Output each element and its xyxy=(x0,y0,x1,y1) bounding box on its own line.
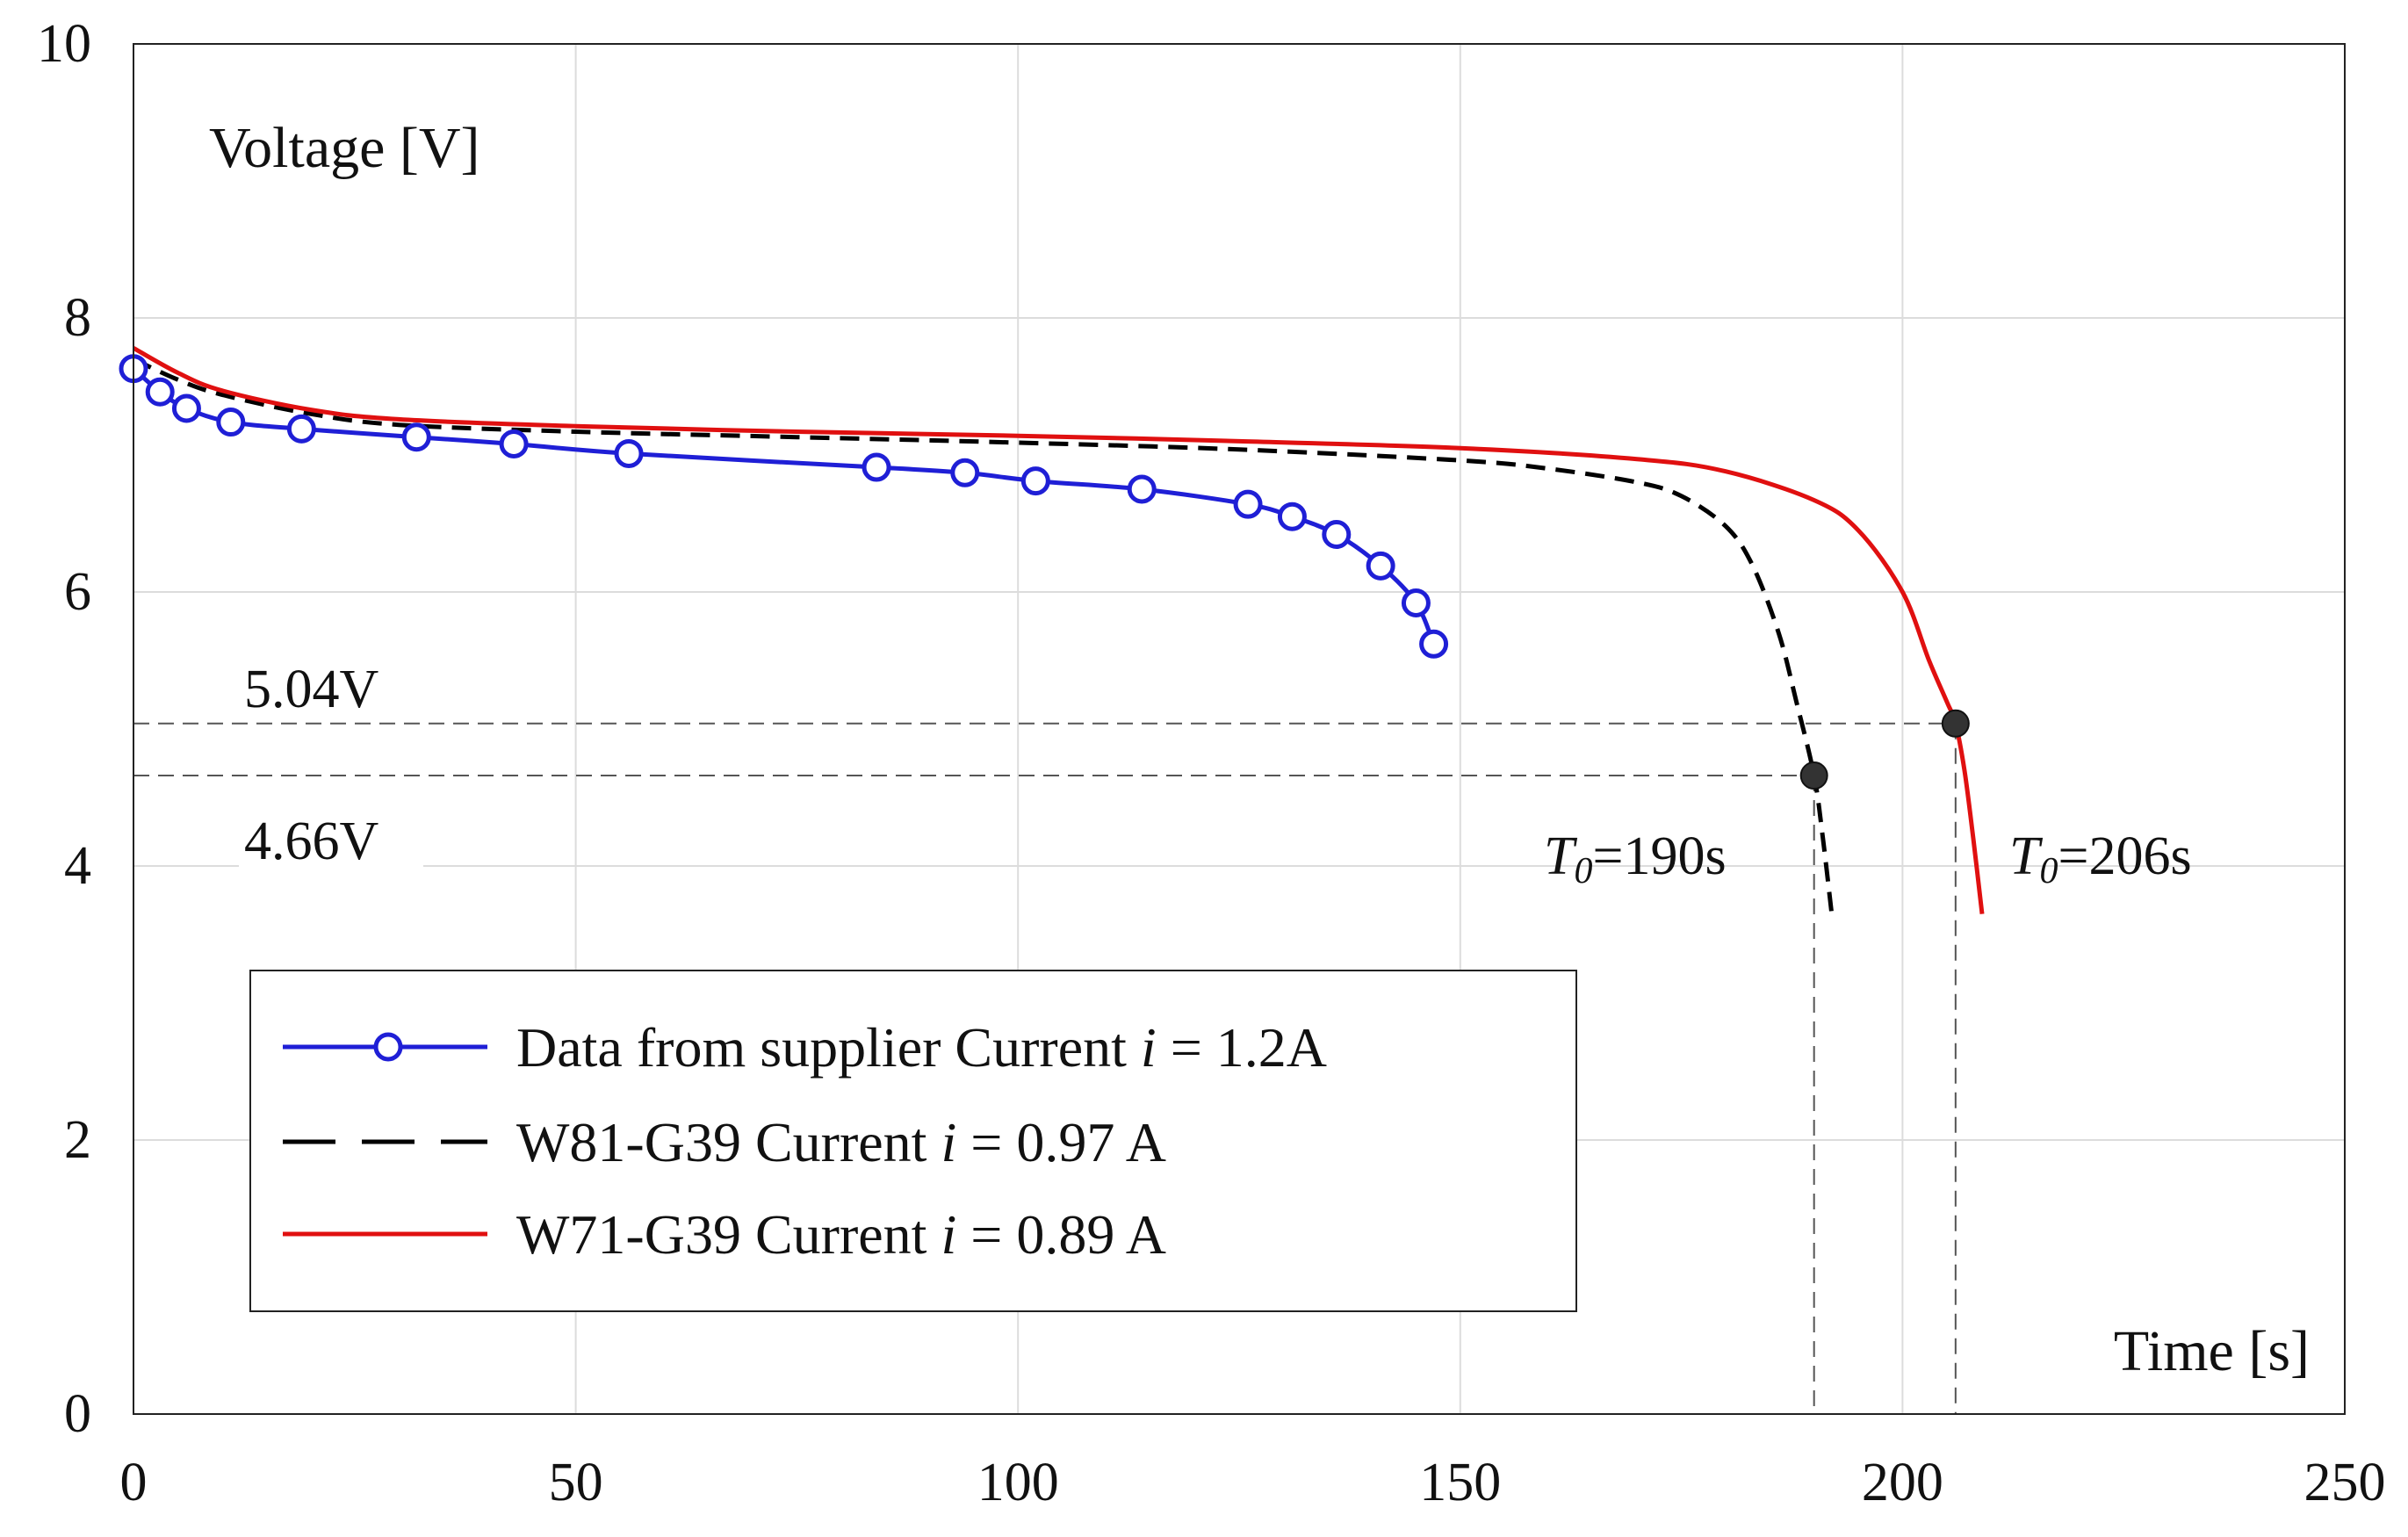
ref-label-5-04v: 5.04V xyxy=(244,660,379,719)
time-value: =190s xyxy=(1592,826,1726,886)
tick-labels: 0 50 100 150 200 250 0 2 4 6 8 10 xyxy=(37,14,2386,1512)
data-point xyxy=(862,452,891,482)
time-subscript: 0 xyxy=(2039,851,2058,891)
data-point xyxy=(1401,588,1431,617)
data-point xyxy=(1020,466,1050,496)
axis-labels: Voltage [V] Time [s] xyxy=(209,116,2310,1383)
x-tick-label: 200 xyxy=(1862,1453,1943,1512)
label-background xyxy=(239,648,423,718)
legend-series-name: W81-G39 Current xyxy=(516,1111,927,1173)
time-symbol: T xyxy=(2009,826,2044,886)
x-tick-label: 50 xyxy=(549,1453,603,1512)
legend-series-name: W71-G39 Current xyxy=(516,1203,927,1266)
legend-current-symbol: i xyxy=(1141,1016,1157,1079)
label-background xyxy=(239,797,423,868)
x-tick-label: 150 xyxy=(1419,1453,1501,1512)
cutoff-marker-206s xyxy=(1941,709,1970,738)
data-point xyxy=(171,393,201,423)
y-axis-label: Voltage [V] xyxy=(209,116,480,180)
time-value: =206s xyxy=(2058,826,2191,886)
data-point xyxy=(1366,551,1395,581)
data-point xyxy=(401,422,431,452)
data-point xyxy=(950,458,980,487)
data-point xyxy=(1322,519,1352,549)
y-tick-label: 10 xyxy=(37,14,91,74)
cutoff-label-206s: T0=206s xyxy=(2009,826,2192,891)
y-tick-label: 2 xyxy=(64,1110,91,1170)
legend-current-value: = 0.97 A xyxy=(956,1111,1166,1173)
y-tick-label: 8 xyxy=(64,288,91,348)
y-tick-label: 6 xyxy=(64,562,91,622)
series-line-1 xyxy=(132,357,1835,914)
data-point xyxy=(614,438,644,468)
x-axis-label: Time [s] xyxy=(2114,1319,2310,1383)
data-point xyxy=(1233,489,1263,519)
ref-label-4-66v: 4.66V xyxy=(244,812,379,871)
series-line-2 xyxy=(132,346,1985,914)
plot-frame xyxy=(133,43,2346,1415)
legend-current-symbol: i xyxy=(941,1203,956,1266)
data-point xyxy=(216,408,246,437)
cutoff-marker-190s xyxy=(1799,761,1828,790)
legend-marker-0 xyxy=(373,1032,403,1062)
cutoff-label-190s: T0=190s xyxy=(1544,826,1727,891)
reference-lines xyxy=(133,722,1957,1414)
y-tick-label: 0 xyxy=(64,1384,91,1444)
time-symbol: T xyxy=(1544,826,1578,886)
data-point xyxy=(145,377,175,407)
legend-series-name: Data from supplier Current xyxy=(516,1016,1127,1079)
data-point xyxy=(499,429,529,459)
x-tick-label: 0 xyxy=(120,1453,148,1512)
legend-current-symbol: i xyxy=(941,1111,956,1173)
x-tick-label: 100 xyxy=(977,1453,1059,1512)
legend-current-value: = 0.89 A xyxy=(956,1203,1166,1266)
legend-current-value: = 1.2A xyxy=(1157,1016,1327,1079)
data-point xyxy=(1127,474,1157,504)
series-layer xyxy=(119,346,1985,914)
x-tick-label: 250 xyxy=(2304,1453,2386,1512)
legend-label-1: W81-G39 Current i = 0.97 A xyxy=(516,1111,1166,1173)
data-point xyxy=(286,414,316,444)
data-point xyxy=(1277,502,1307,531)
legend-label-0: Data from supplier Current i = 1.2A xyxy=(516,1016,1327,1079)
legend-label-2: W71-G39 Current i = 0.89 A xyxy=(516,1203,1166,1266)
time-subscript: 0 xyxy=(1574,851,1592,891)
y-tick-label: 4 xyxy=(64,836,91,896)
legend: Data from supplier Current i = 1.2AW81-G3… xyxy=(249,970,1577,1312)
data-point xyxy=(1419,629,1449,659)
